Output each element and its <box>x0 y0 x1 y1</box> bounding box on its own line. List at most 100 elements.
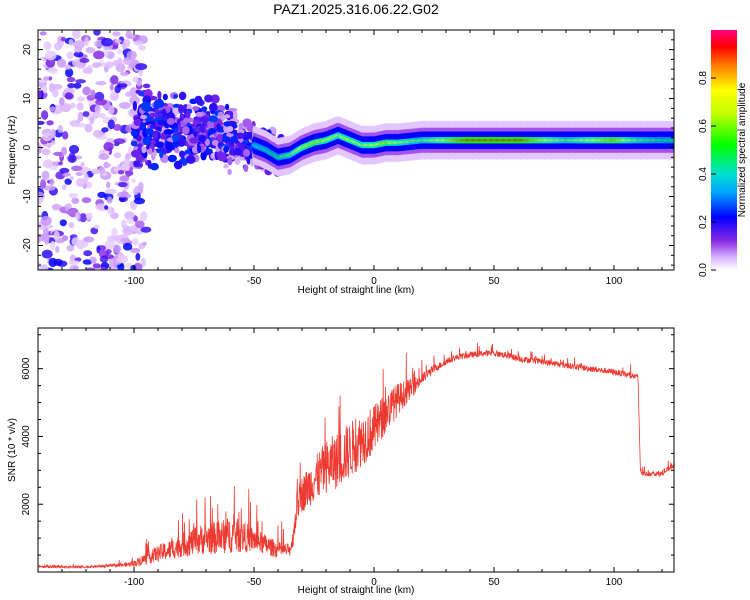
heatmap-cell <box>173 94 178 99</box>
heatmap-cell <box>93 50 105 60</box>
snr-frame <box>37 327 675 573</box>
heatmap-cell <box>105 188 117 195</box>
heatmap-cell <box>196 145 202 154</box>
heatmap-cell <box>185 155 196 164</box>
heatmap-cell <box>97 191 107 199</box>
heatmap-cell <box>235 132 245 139</box>
heatmap-cell <box>174 148 180 154</box>
heatmap-cell <box>42 132 53 142</box>
heatmap-cell <box>233 147 242 156</box>
heatmap-cell <box>85 181 93 189</box>
heatmap-cell <box>216 133 223 143</box>
heatmap-cell <box>161 108 167 119</box>
heatmap-cell <box>119 175 130 182</box>
x-tick-label: -50 <box>247 577 262 588</box>
heatmap-cell <box>58 161 63 166</box>
heatmap-cell <box>112 31 121 37</box>
heatmap-cell <box>56 58 67 68</box>
heatmap-cell <box>216 105 226 112</box>
heatmap-cell <box>82 86 92 96</box>
heatmap-cell <box>68 144 80 154</box>
heatmap-cell <box>107 206 114 216</box>
heatmap-cell <box>167 154 177 163</box>
heatmap-cell <box>50 240 56 250</box>
heatmap-cell <box>62 172 71 177</box>
heatmap-cell <box>243 139 250 144</box>
heatmap-cell <box>68 260 80 266</box>
heatmap-cell <box>243 148 251 157</box>
heatmap-cell <box>82 111 90 117</box>
heatmap-cell <box>104 61 113 69</box>
heatmap-cell <box>54 42 63 51</box>
heatmap-cell <box>62 184 67 191</box>
heatmap-cell <box>38 89 42 99</box>
heatmap-cell <box>65 210 77 215</box>
heatmap-cell <box>101 127 109 133</box>
heatmap-cell <box>223 114 231 119</box>
snr-panel: -100 -50 0 50 100 2000 4000 6000 Height of stra… <box>7 327 675 596</box>
heatmap-cell <box>53 230 60 241</box>
heatmap-cell <box>134 220 145 229</box>
heatmap-cell <box>71 237 81 247</box>
heatmap-cell <box>141 146 147 154</box>
x-tick-label: 0 <box>371 276 377 287</box>
heatmap-cell <box>195 111 203 117</box>
heatmap-cell <box>142 241 147 246</box>
colorbar-tick-label: 0.0 <box>698 263 709 277</box>
heatmap-cell <box>117 83 128 88</box>
heatmap-cell <box>107 119 115 130</box>
heatmap-cell <box>208 115 218 123</box>
heatmap-cell <box>232 110 238 121</box>
heatmap-cell <box>46 120 54 126</box>
heatmap-cell <box>80 161 85 167</box>
x-tick-label: 50 <box>488 577 500 588</box>
heatmap-cell <box>76 102 84 111</box>
heatmap-cell <box>66 244 75 252</box>
heatmap-cell <box>83 250 93 257</box>
heatmap-cell <box>129 95 140 106</box>
heatmap-cell <box>84 36 89 47</box>
snr-series-line <box>38 342 674 570</box>
heatmap-cell <box>107 105 115 115</box>
heatmap-cell <box>130 140 138 147</box>
heatmap-cell <box>126 50 137 61</box>
heatmap-cell <box>85 46 95 54</box>
colorbar-tick-label: 0.8 <box>698 71 709 85</box>
heatmap-cell <box>139 211 148 222</box>
heatmap-cell <box>96 245 101 254</box>
heatmap-cell <box>173 160 183 170</box>
heatmap-cell <box>133 160 141 167</box>
heatmap-cell <box>115 39 122 44</box>
heatmap-cell <box>229 140 235 147</box>
heatmap-cell <box>132 76 139 83</box>
heatmap-cell <box>125 91 133 97</box>
heatmap-cell <box>162 93 168 101</box>
heatmap-cell <box>118 101 131 109</box>
y-tick-label: 10 <box>22 93 33 105</box>
spectrogram-y-axis-label: Frequency (Hz) <box>7 116 18 185</box>
heatmap-cell <box>81 197 92 204</box>
colorbar-gradient <box>711 30 737 270</box>
heatmap-cell <box>59 219 67 227</box>
heatmap-cell <box>204 94 213 103</box>
heatmap-cell <box>77 96 85 102</box>
heatmap-cell <box>99 112 106 119</box>
heatmap-cell <box>106 181 111 189</box>
heatmap-cell <box>48 82 55 93</box>
heatmap-cell <box>157 90 162 100</box>
heatmap-cell <box>84 123 93 133</box>
heatmap-cell <box>91 168 101 175</box>
heatmap-cell <box>67 82 76 89</box>
colorbar: 0.0 0.2 0.4 0.6 0.8 Normalized spectral ampl… <box>698 30 748 277</box>
heatmap-cell <box>72 30 81 39</box>
heatmap-cell <box>64 64 72 70</box>
heatmap-cell <box>38 195 44 205</box>
heatmap-cell <box>127 34 136 39</box>
heatmap-cell <box>132 237 139 246</box>
x-tick-label: 100 <box>606 577 623 588</box>
heatmap-cell <box>216 150 227 160</box>
heatmap-cell <box>59 97 65 107</box>
y-tick-label: 0 <box>22 144 33 150</box>
heatmap-cell <box>111 227 118 236</box>
heatmap-cell <box>199 116 210 123</box>
